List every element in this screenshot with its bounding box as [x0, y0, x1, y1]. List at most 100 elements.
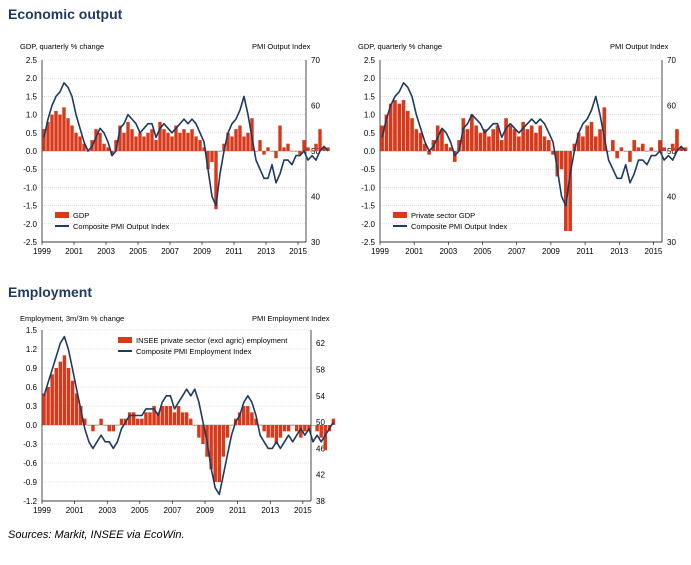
- bar: [46, 121, 50, 151]
- legend-item-employment: INSEE private sector (excl agric) employ…: [118, 335, 287, 345]
- bar: [504, 118, 508, 151]
- y-tick-left: 0.9: [26, 364, 38, 373]
- bar: [242, 136, 246, 151]
- section-title-economic-output: Economic output: [8, 6, 123, 22]
- bar: [546, 140, 551, 151]
- legend-label-private-gdp: Private sector GDP: [411, 210, 476, 220]
- bar: [512, 129, 517, 151]
- y-tick-left: 1.5: [364, 92, 376, 101]
- x-tick-label: 2007: [164, 506, 182, 515]
- bar: [662, 147, 666, 151]
- x-tick-label: 2007: [161, 247, 179, 256]
- y-tick-right: 58: [316, 365, 325, 374]
- bar: [414, 129, 419, 151]
- bar: [50, 114, 54, 151]
- bar: [214, 151, 218, 210]
- bar: [146, 132, 150, 151]
- bar: [491, 129, 496, 151]
- bar: [217, 425, 222, 482]
- bar: [559, 151, 564, 170]
- y-tick-left: 0.0: [26, 421, 38, 430]
- bar: [221, 425, 226, 457]
- y-tick-right: 30: [667, 238, 676, 247]
- bar: [201, 425, 205, 444]
- y-tick-left: 1.5: [26, 92, 38, 101]
- y-tick-left: 0.6: [26, 383, 38, 392]
- bar: [384, 114, 389, 151]
- y-tick-right: 30: [311, 238, 320, 247]
- bar: [194, 136, 198, 151]
- bar: [62, 355, 67, 425]
- series-line: [43, 335, 335, 496]
- y-tick-left: -1.0: [361, 183, 375, 192]
- bar: [168, 406, 173, 425]
- x-tick-label: 1999: [33, 506, 51, 515]
- bar: [126, 121, 130, 151]
- bar: [542, 136, 547, 151]
- y-tick-left: -0.9: [23, 478, 37, 487]
- bar: [572, 143, 577, 151]
- legend-label-pmi-employment: Composite PMI Employment Index: [136, 346, 252, 356]
- y-tick-right: 40: [667, 193, 676, 202]
- bar: [70, 380, 75, 425]
- y-tick-left: -1.0: [23, 183, 37, 192]
- bar: [140, 418, 144, 425]
- chart-gdp-right-axis-label: PMI Output Index: [252, 42, 311, 51]
- bar: [427, 151, 431, 155]
- bar: [99, 418, 103, 425]
- bar: [242, 406, 246, 425]
- bar: [299, 425, 303, 438]
- x-tick-label: 2003: [439, 247, 457, 256]
- bar: [176, 406, 181, 425]
- bar: [102, 143, 106, 151]
- y-tick-right: 40: [311, 193, 320, 202]
- bar: [440, 129, 444, 151]
- bar: [470, 114, 474, 151]
- legend-item-gdp: GDP: [55, 210, 169, 220]
- bar: [444, 143, 449, 151]
- bar: [42, 129, 46, 151]
- bar: [581, 136, 585, 151]
- x-tick-label: 2001: [405, 247, 423, 256]
- bar: [380, 125, 384, 151]
- y-tick-left: 0.0: [26, 147, 38, 156]
- bar: [206, 151, 210, 170]
- bar: [178, 132, 182, 151]
- bar: [164, 406, 169, 425]
- bar: [58, 114, 62, 151]
- bar: [274, 151, 278, 159]
- bar: [254, 418, 258, 425]
- y-tick-right: 38: [316, 497, 325, 506]
- bar: [144, 412, 148, 425]
- y-tick-left: 0.5: [26, 129, 38, 138]
- chart-private-gdp: 2.5 2.0 1.5 1.0 0.5 0.0 -0.5 -1.0 -1.5 -2.0 -2.5 70…: [361, 56, 688, 256]
- series-line: [43, 82, 329, 207]
- bar: [465, 129, 470, 151]
- bar: [606, 151, 611, 152]
- bar: [670, 143, 675, 151]
- bar: [632, 140, 637, 151]
- bar: [331, 418, 336, 425]
- y-tick-right: 60: [667, 102, 676, 111]
- bar: [315, 425, 319, 432]
- bar: [66, 368, 71, 425]
- y-tick-right: 50: [667, 147, 676, 156]
- bar: [111, 425, 116, 432]
- bar: [452, 151, 457, 162]
- bar: [649, 147, 654, 151]
- y-tick-left: -2.0: [23, 220, 37, 229]
- bar: [154, 140, 158, 151]
- x-tick-label: 2009: [196, 506, 214, 515]
- bar: [461, 118, 466, 151]
- bar: [295, 425, 299, 432]
- bar: [266, 425, 270, 438]
- bar: [226, 132, 230, 151]
- x-tick-label: 1999: [33, 247, 51, 256]
- chart-employment-right-axis-label: PMI Employment Index: [252, 314, 330, 323]
- bar: [198, 140, 202, 151]
- bar: [83, 418, 87, 425]
- bar: [156, 412, 160, 425]
- bar: [645, 151, 649, 152]
- sources-note: Sources: Markit, INSEE via EcoWin.: [8, 529, 185, 541]
- bar: [70, 125, 74, 151]
